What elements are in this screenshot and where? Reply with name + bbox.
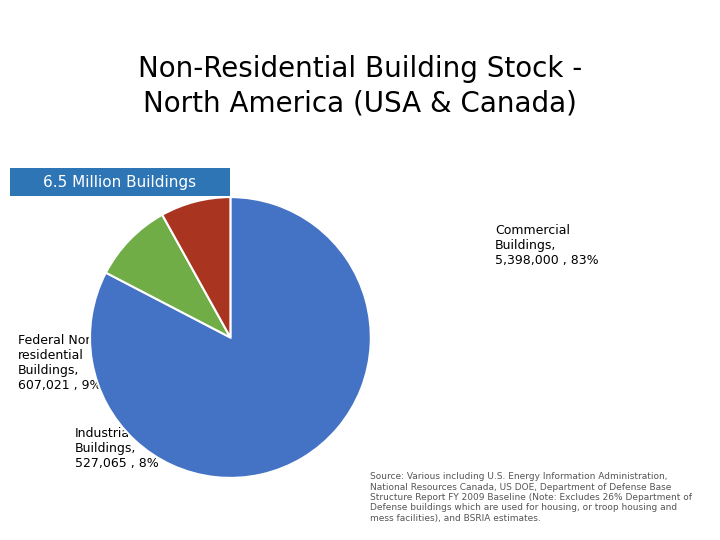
- Text: Industrial
Buildings,
527,065 , 8%: Industrial Buildings, 527,065 , 8%: [75, 427, 158, 470]
- Text: Non-Residential Building Stock -
North America (USA & Canada): Non-Residential Building Stock - North A…: [138, 55, 582, 118]
- Text: 6.5 Million Buildings: 6.5 Million Buildings: [43, 174, 197, 190]
- Wedge shape: [90, 197, 371, 478]
- Text: Commercial
Buildings,
5,398,000 , 83%: Commercial Buildings, 5,398,000 , 83%: [495, 225, 598, 267]
- Wedge shape: [162, 197, 230, 338]
- Wedge shape: [106, 215, 230, 338]
- Text: Source: Various including U.S. Energy Information Administration,
National Resou: Source: Various including U.S. Energy In…: [370, 472, 692, 523]
- FancyBboxPatch shape: [10, 168, 230, 196]
- Text: Federal Non-
residential
Buildings,
607,021 , 9%: Federal Non- residential Buildings, 607,…: [18, 334, 102, 391]
